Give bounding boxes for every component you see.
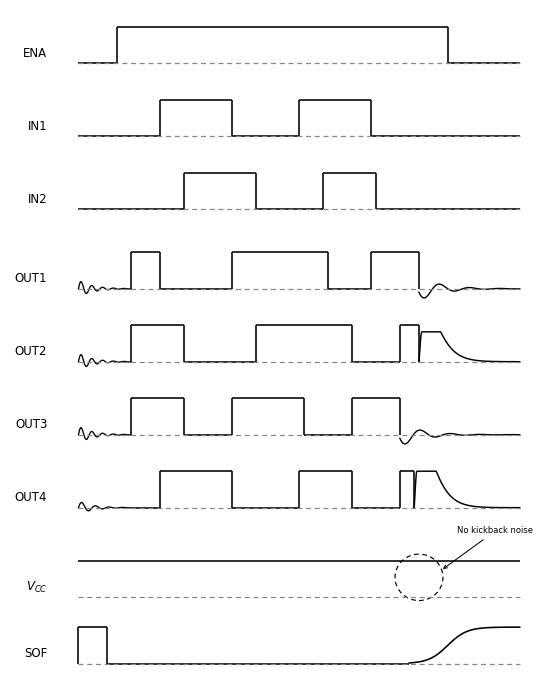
Text: OUT1: OUT1 — [15, 272, 47, 285]
Text: OUT4: OUT4 — [15, 492, 47, 504]
Text: OUT3: OUT3 — [15, 418, 47, 431]
Text: No kickback noise: No kickback noise — [444, 527, 534, 569]
Text: SOF: SOF — [24, 647, 47, 660]
Text: ENA: ENA — [23, 47, 47, 60]
Text: OUT2: OUT2 — [15, 345, 47, 358]
Text: IN1: IN1 — [28, 120, 47, 133]
Text: $V_{CC}$: $V_{CC}$ — [26, 580, 47, 595]
Text: IN2: IN2 — [28, 193, 47, 206]
